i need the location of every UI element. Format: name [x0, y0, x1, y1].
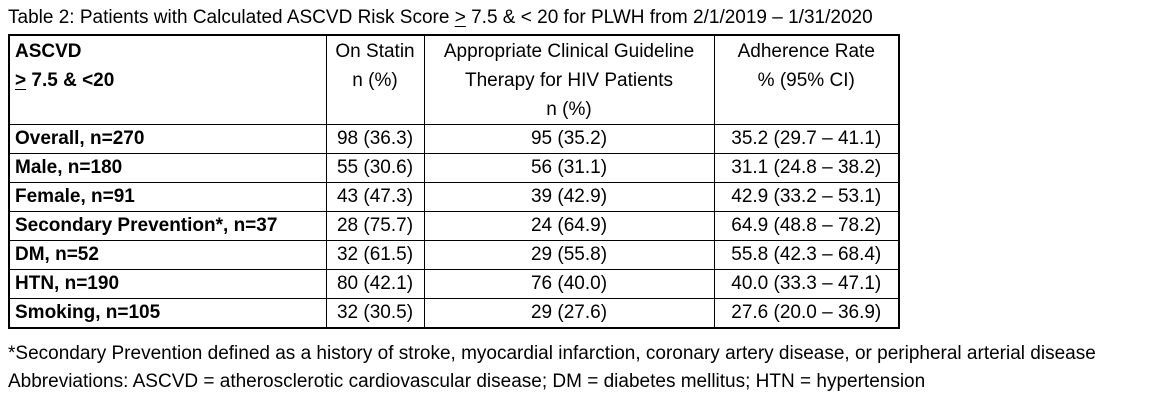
adherence-rate-value: 40.0 (33.3 – 47.1)	[713, 269, 900, 299]
caption-text-pre: Table 2: Patients with Calculated ASCVD …	[8, 7, 455, 28]
on-statin-value: 43 (47.3)	[325, 182, 425, 212]
adherence-rate-value: 64.9 (48.8 – 78.2)	[713, 211, 900, 241]
header-guideline-line1: Appropriate Clinical Guideline	[443, 41, 695, 62]
greater-equal-symbol: >	[15, 70, 27, 91]
guideline-therapy-value: 29 (27.6)	[423, 298, 715, 329]
header-adherence-rate: Adherence Rate % (95% CI)	[713, 34, 900, 125]
header-adherence-line1: Adherence Rate	[737, 41, 875, 62]
row-label: Secondary Prevention*, n=37	[8, 211, 327, 241]
row-label: HTN, n=190	[8, 269, 327, 299]
greater-equal-symbol: >	[454, 7, 466, 28]
on-statin-value: 98 (36.3)	[325, 124, 425, 154]
header-on-statin-line2: n (%)	[352, 70, 398, 91]
table-row-male: Male, n=180 55 (30.6) 56 (31.1) 31.1 (24…	[8, 153, 900, 183]
row-label: Male, n=180	[8, 153, 327, 183]
table-row-dm: DM, n=52 32 (61.5) 29 (55.8) 55.8 (42.3 …	[8, 240, 900, 270]
footnote-secondary-prevention: *Secondary Prevention defined as a histo…	[8, 343, 1096, 364]
header-guideline-line3: n (%)	[546, 99, 592, 120]
row-label: DM, n=52	[8, 240, 327, 270]
guideline-therapy-value: 76 (40.0)	[423, 269, 715, 299]
table-header: ASCVD > 7.5 & <20 On Statin n (%) Approp…	[8, 34, 900, 125]
page: Table 2: Patients with Calculated ASCVD …	[8, 5, 1170, 396]
header-guideline-line2: Therapy for HIV Patients	[464, 70, 674, 91]
table-row-htn: HTN, n=190 80 (42.1) 76 (40.0) 40.0 (33.…	[8, 269, 900, 299]
table-row-secondary-prevention: Secondary Prevention*, n=37 28 (75.7) 24…	[8, 211, 900, 241]
adherence-rate-value: 55.8 (42.3 – 68.4)	[713, 240, 900, 270]
guideline-therapy-value: 24 (64.9)	[423, 211, 715, 241]
ascvd-risk-table: ASCVD > 7.5 & <20 On Statin n (%) Approp…	[8, 34, 900, 329]
caption-text-post: 7.5 & < 20 for PLWH from 2/1/2019 – 1/31…	[465, 7, 873, 28]
header-ascvd-line2: > 7.5 & <20	[15, 66, 321, 95]
row-label: Smoking, n=105	[8, 298, 327, 329]
on-statin-value: 55 (30.6)	[325, 153, 425, 183]
on-statin-value: 28 (75.7)	[325, 211, 425, 241]
guideline-therapy-value: 39 (42.9)	[423, 182, 715, 212]
header-row: ASCVD > 7.5 & <20 On Statin n (%) Approp…	[8, 34, 900, 125]
table-row-smoking: Smoking, n=105 32 (30.5) 29 (27.6) 27.6 …	[8, 298, 900, 329]
guideline-therapy-value: 56 (31.1)	[423, 153, 715, 183]
guideline-therapy-value: 29 (55.8)	[423, 240, 715, 270]
guideline-therapy-value: 95 (35.2)	[423, 124, 715, 154]
adherence-rate-value: 35.2 (29.7 – 41.1)	[713, 124, 900, 154]
header-ascvd-range: 7.5 & <20	[26, 70, 115, 91]
table-row-overall: Overall, n=270 98 (36.3) 95 (35.2) 35.2 …	[8, 124, 900, 154]
adherence-rate-value: 42.9 (33.2 – 53.1)	[713, 182, 900, 212]
header-on-statin-line1: On Statin	[335, 41, 415, 62]
header-on-statin: On Statin n (%)	[325, 34, 425, 125]
table-caption: Table 2: Patients with Calculated ASCVD …	[8, 5, 1170, 30]
table-row-female: Female, n=91 43 (47.3) 39 (42.9) 42.9 (3…	[8, 182, 900, 212]
header-guideline-therapy: Appropriate Clinical Guideline Therapy f…	[423, 34, 715, 125]
table-body: Overall, n=270 98 (36.3) 95 (35.2) 35.2 …	[8, 124, 900, 329]
footnotes: *Secondary Prevention defined as a histo…	[8, 340, 1170, 396]
row-label: Overall, n=270	[8, 124, 327, 154]
header-ascvd: ASCVD > 7.5 & <20	[8, 34, 327, 125]
on-statin-value: 32 (30.5)	[325, 298, 425, 329]
adherence-rate-value: 27.6 (20.0 – 36.9)	[713, 298, 900, 329]
header-adherence-line2: % (95% CI)	[757, 70, 855, 91]
adherence-rate-value: 31.1 (24.8 – 38.2)	[713, 153, 900, 183]
on-statin-value: 80 (42.1)	[325, 269, 425, 299]
footnote-abbreviations: Abbreviations: ASCVD = atherosclerotic c…	[8, 371, 926, 392]
row-label: Female, n=91	[8, 182, 327, 212]
on-statin-value: 32 (61.5)	[325, 240, 425, 270]
header-ascvd-line1: ASCVD	[15, 41, 82, 62]
